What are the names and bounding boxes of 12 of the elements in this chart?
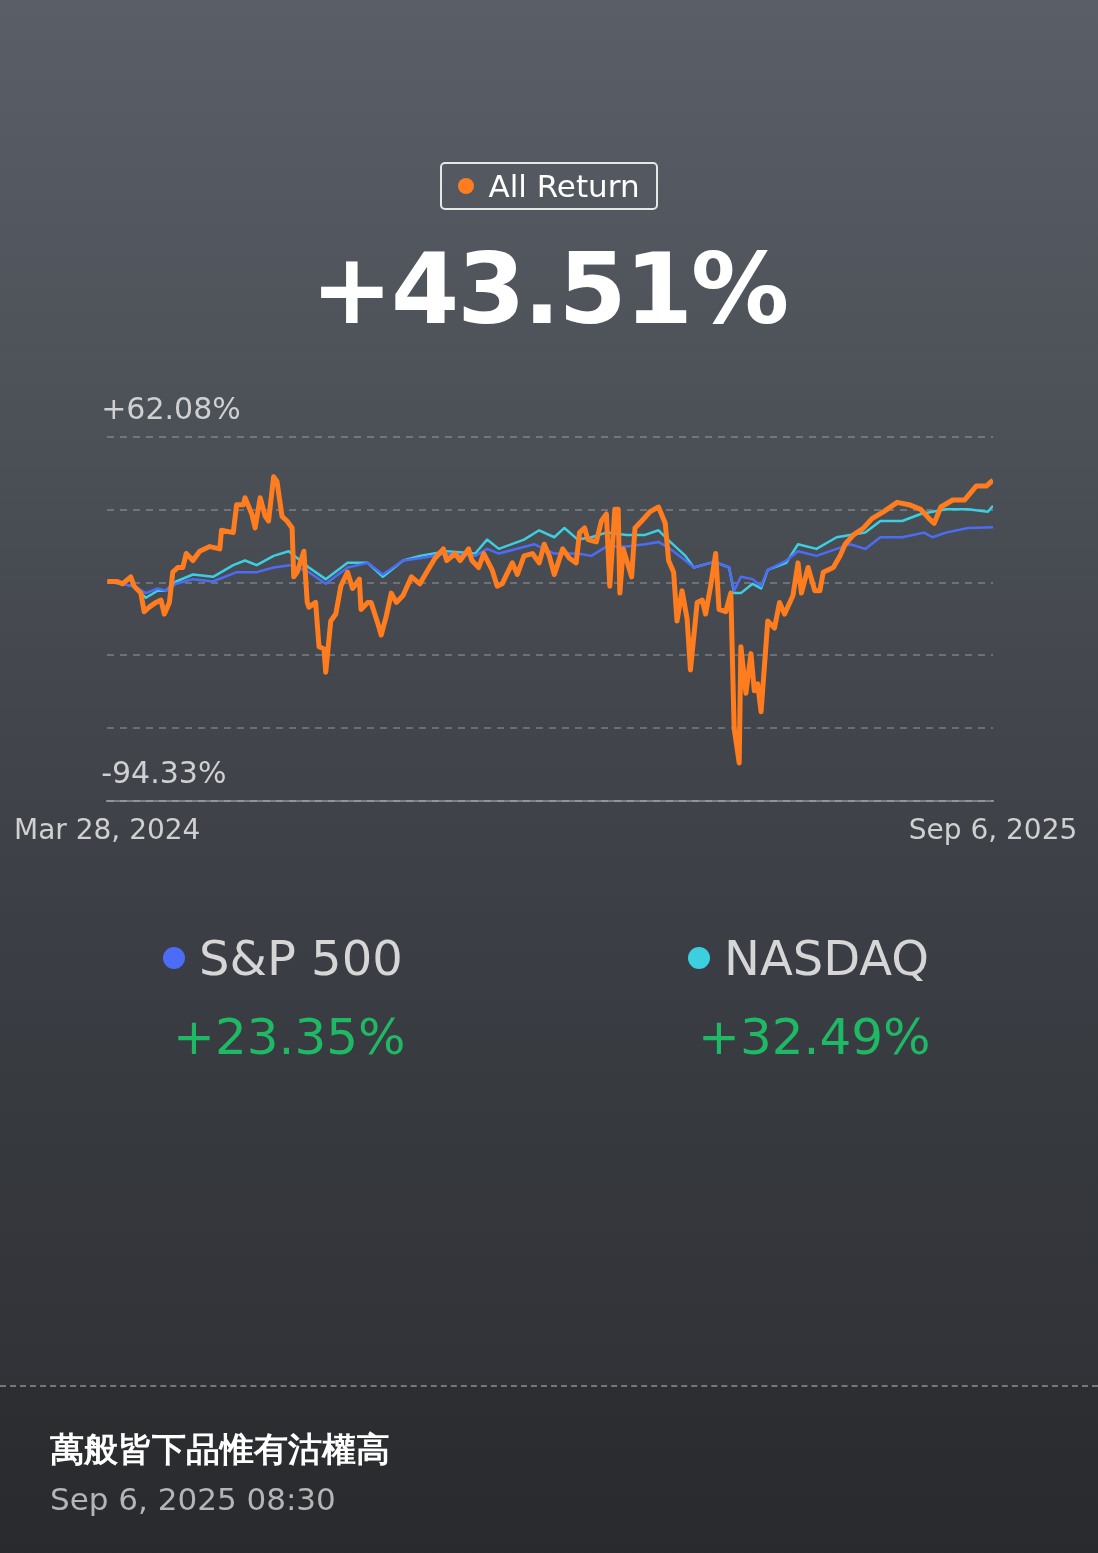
text: +32.49%: [698, 1008, 931, 1066]
text: +23.35%: [173, 1008, 406, 1066]
y-tick-label: +62.08%: [101, 390, 241, 426]
text: +43.51%: [309, 232, 789, 346]
legend-label: NASDAQ: [724, 930, 930, 986]
x-tick-label: Mar 28, 2024: [14, 813, 201, 847]
legend-label: All Return: [488, 168, 640, 204]
y-tick-label: -94.33%: [101, 754, 227, 790]
legend-label: S&P 500: [199, 930, 403, 986]
x-tick-label: Sep 6, 2025: [908, 813, 1078, 847]
text: Sep 6, 2025 08:30: [50, 1481, 336, 1517]
text: 萬般皆下品惟有沽權高: [50, 1428, 390, 1471]
